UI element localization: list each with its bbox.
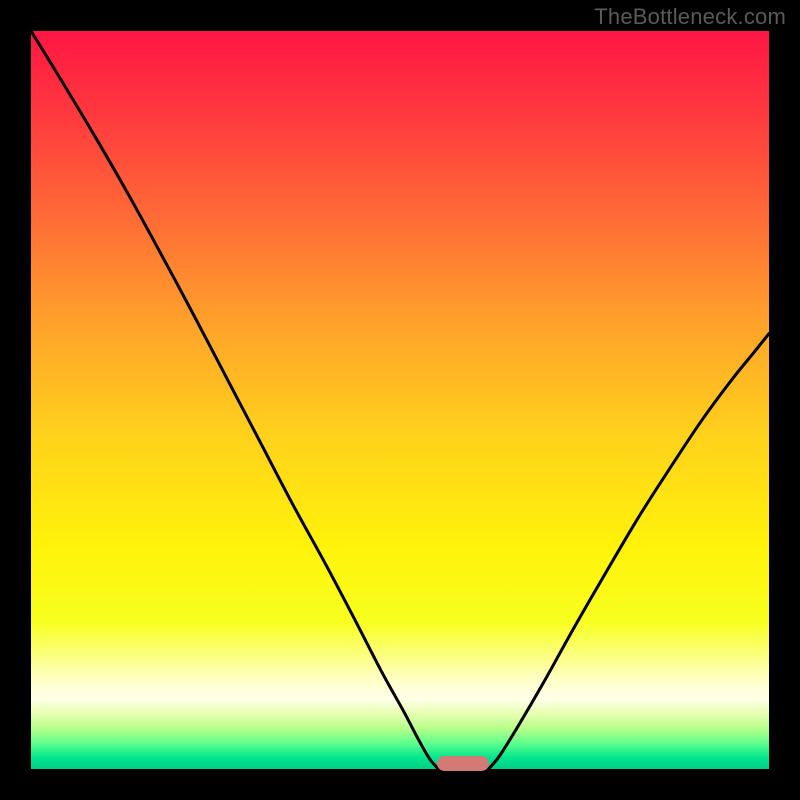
plot-area: [31, 31, 769, 769]
watermark-text: TheBottleneck.com: [594, 4, 786, 30]
bottleneck-curve: [31, 31, 769, 769]
optimum-marker: [437, 756, 489, 771]
chart-container: TheBottleneck.com: [0, 0, 800, 800]
